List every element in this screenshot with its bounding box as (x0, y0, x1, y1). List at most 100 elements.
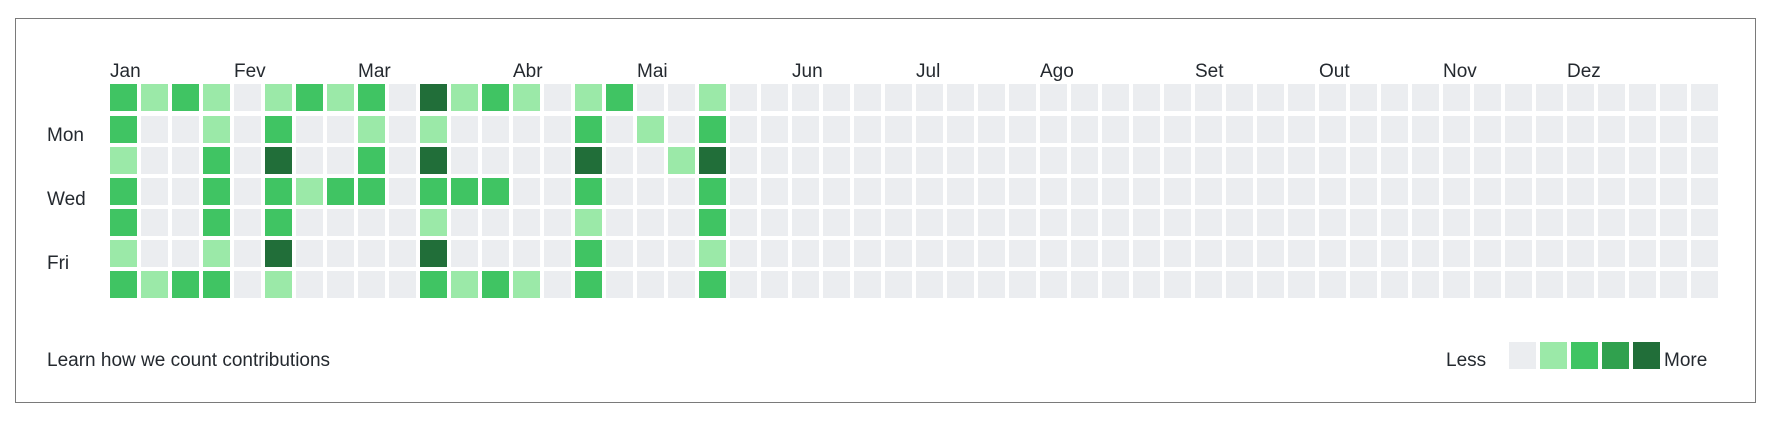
contribution-cell[interactable] (234, 271, 261, 298)
contribution-cell[interactable] (606, 240, 633, 267)
contribution-cell[interactable] (1660, 271, 1687, 298)
contribution-cell[interactable] (482, 271, 509, 298)
contribution-cell[interactable] (606, 209, 633, 236)
contribution-cell[interactable] (1164, 271, 1191, 298)
contribution-cell[interactable] (885, 84, 912, 111)
contribution-cell[interactable] (1226, 147, 1253, 174)
contribution-cell[interactable] (1691, 271, 1718, 298)
contribution-cell[interactable] (1505, 147, 1532, 174)
contribution-cell[interactable] (1691, 147, 1718, 174)
contribution-cell[interactable] (1629, 84, 1656, 111)
contribution-cell[interactable] (1102, 116, 1129, 143)
contribution-cell[interactable] (1226, 84, 1253, 111)
contribution-cell[interactable] (1195, 147, 1222, 174)
contribution-cell[interactable] (1474, 209, 1501, 236)
contribution-cell[interactable] (1133, 116, 1160, 143)
contribution-cell[interactable] (203, 178, 230, 205)
contribution-cell[interactable] (575, 209, 602, 236)
contribution-cell[interactable] (141, 209, 168, 236)
contribution-cell[interactable] (1071, 84, 1098, 111)
contribution-cell[interactable] (1133, 84, 1160, 111)
contribution-cell[interactable] (854, 147, 881, 174)
contribution-cell[interactable] (358, 240, 385, 267)
contribution-cell[interactable] (482, 147, 509, 174)
contribution-cell[interactable] (482, 116, 509, 143)
contribution-cell[interactable] (699, 147, 726, 174)
contribution-cell[interactable] (451, 271, 478, 298)
contribution-cell[interactable] (1257, 116, 1284, 143)
contribution-cell[interactable] (1629, 271, 1656, 298)
contribution-cell[interactable] (978, 178, 1005, 205)
contribution-cell[interactable] (1319, 271, 1346, 298)
contribution-cell[interactable] (947, 116, 974, 143)
contribution-cell[interactable] (265, 271, 292, 298)
contribution-cell[interactable] (172, 271, 199, 298)
contribution-cell[interactable] (1536, 178, 1563, 205)
contribution-cell[interactable] (327, 209, 354, 236)
contribution-cell[interactable] (575, 240, 602, 267)
contribution-cell[interactable] (854, 178, 881, 205)
contribution-cell[interactable] (1567, 240, 1594, 267)
contribution-cell[interactable] (699, 178, 726, 205)
contribution-cell[interactable] (637, 147, 664, 174)
contribution-cell[interactable] (296, 271, 323, 298)
contribution-cell[interactable] (389, 116, 416, 143)
contribution-cell[interactable] (1195, 178, 1222, 205)
contribution-cell[interactable] (1164, 84, 1191, 111)
contribution-cell[interactable] (544, 147, 571, 174)
contribution-cell[interactable] (1350, 178, 1377, 205)
contribution-cell[interactable] (1598, 116, 1625, 143)
contribution-cell[interactable] (265, 84, 292, 111)
contribution-cell[interactable] (1412, 178, 1439, 205)
contribution-cell[interactable] (854, 116, 881, 143)
contribution-cell[interactable] (1505, 116, 1532, 143)
contribution-cell[interactable] (1257, 209, 1284, 236)
contribution-cell[interactable] (296, 178, 323, 205)
contribution-cell[interactable] (544, 84, 571, 111)
contribution-cell[interactable] (1164, 147, 1191, 174)
contribution-cell[interactable] (1443, 116, 1470, 143)
contribution-cell[interactable] (947, 240, 974, 267)
contribution-cell[interactable] (1071, 178, 1098, 205)
contribution-cell[interactable] (482, 84, 509, 111)
contribution-cell[interactable] (141, 147, 168, 174)
contribution-cell[interactable] (1567, 271, 1594, 298)
contribution-cell[interactable] (1257, 147, 1284, 174)
contribution-cell[interactable] (1350, 84, 1377, 111)
contribution-cell[interactable] (1691, 240, 1718, 267)
contribution-cell[interactable] (1350, 240, 1377, 267)
contribution-cell[interactable] (1536, 271, 1563, 298)
contribution-cell[interactable] (482, 240, 509, 267)
contribution-cell[interactable] (172, 116, 199, 143)
contribution-cell[interactable] (1071, 209, 1098, 236)
contribution-cell[interactable] (668, 271, 695, 298)
contribution-cell[interactable] (1350, 116, 1377, 143)
contribution-cell[interactable] (823, 116, 850, 143)
contribution-cell[interactable] (296, 84, 323, 111)
contribution-cell[interactable] (885, 116, 912, 143)
contribution-cell[interactable] (358, 84, 385, 111)
contribution-cell[interactable] (854, 84, 881, 111)
contribution-cell[interactable] (761, 240, 788, 267)
contribution-cell[interactable] (389, 178, 416, 205)
contribution-cell[interactable] (637, 84, 664, 111)
contribution-cell[interactable] (575, 84, 602, 111)
contribution-cell[interactable] (1381, 84, 1408, 111)
contribution-cell[interactable] (637, 240, 664, 267)
contribution-cell[interactable] (389, 271, 416, 298)
contribution-cell[interactable] (916, 240, 943, 267)
contribution-cell[interactable] (1350, 209, 1377, 236)
contribution-cell[interactable] (389, 209, 416, 236)
contribution-cell[interactable] (792, 209, 819, 236)
contribution-cell[interactable] (699, 209, 726, 236)
contribution-cell[interactable] (1505, 178, 1532, 205)
contribution-cell[interactable] (1474, 147, 1501, 174)
contribution-cell[interactable] (575, 271, 602, 298)
contribution-cell[interactable] (513, 147, 540, 174)
contribution-cell[interactable] (1412, 209, 1439, 236)
contribution-cell[interactable] (1505, 209, 1532, 236)
contribution-cell[interactable] (234, 147, 261, 174)
contribution-cell[interactable] (730, 116, 757, 143)
contribution-cell[interactable] (1257, 240, 1284, 267)
contribution-cell[interactable] (1598, 178, 1625, 205)
